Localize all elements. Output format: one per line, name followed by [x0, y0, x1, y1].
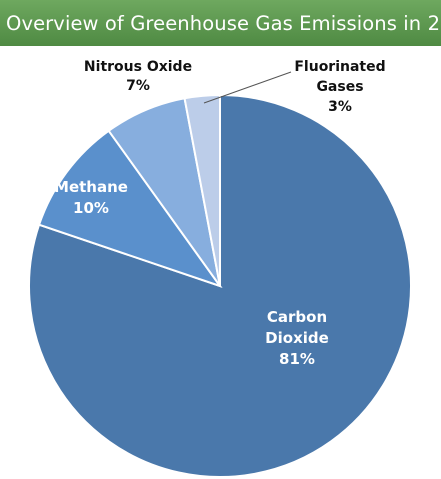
- leader-line-fluorinated-gases: [203, 71, 292, 104]
- slice-label-line: Carbon: [267, 308, 327, 326]
- slice-label-line: 10%: [73, 199, 109, 217]
- slice-label-line: 7%: [126, 78, 150, 94]
- slice-label-nitrous-oxide: Nitrous Oxide 7%: [84, 59, 192, 94]
- pie-slice-fluorinated-gases: [183, 93, 221, 287]
- slice-label-line: Gases: [316, 79, 363, 95]
- pie-labels: Carbon Dioxide 81% Methane 10% Nitrous Oxide 7…: [54, 59, 386, 368]
- pie-slices: [28, 93, 412, 478]
- slice-label-line: 3%: [328, 99, 352, 115]
- slice-label-line: 81%: [279, 350, 315, 368]
- slice-label-line: Methane: [54, 178, 128, 196]
- slice-label-line: Fluorinated: [294, 59, 385, 75]
- pie-chart: Carbon Dioxide 81% Methane 10% Nitrous Oxide 7…: [28, 59, 412, 478]
- slice-label-fluorinated-gases: Fluorinated Gases 3%: [294, 59, 385, 115]
- pie-slice-methane: [37, 129, 223, 288]
- slice-label-line: Nitrous Oxide: [84, 59, 192, 75]
- slice-label-carbon-dioxide: Carbon Dioxide 81%: [265, 308, 329, 368]
- chart-title: Overview of Greenhouse Gas Emissions in …: [0, 0, 441, 46]
- slice-label-methane: Methane 10%: [54, 178, 128, 217]
- slice-label-line: Dioxide: [265, 329, 329, 347]
